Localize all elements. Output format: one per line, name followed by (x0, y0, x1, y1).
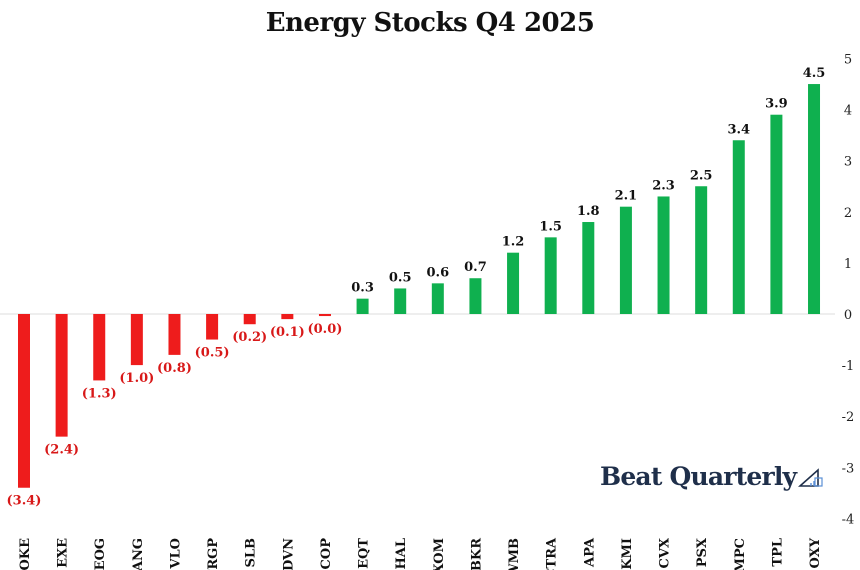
data-label: (3.4) (7, 494, 42, 509)
x-tick-label: BKR (469, 538, 484, 570)
x-tick-label: KMI (620, 538, 635, 570)
x-tick-label: OKE (18, 538, 33, 570)
x-tick-label: OXY (808, 537, 823, 568)
data-label: 0.3 (351, 281, 374, 296)
bar-eqt (356, 298, 369, 314)
bar-oxy (808, 84, 821, 314)
bar-apa (582, 222, 595, 314)
bar-dvn (281, 314, 294, 320)
bar-wmb (507, 252, 520, 314)
y-tick-label: -1 (842, 359, 855, 374)
brand-name: Beat Quarterly (600, 462, 797, 491)
x-tick-label: EXE (56, 538, 71, 568)
y-tick-label: 3 (844, 155, 852, 170)
bar-vlo (168, 314, 181, 355)
x-tick-label: WMB (507, 538, 522, 570)
brand-logo: Beat Quarterly (600, 462, 824, 494)
x-tick-label: EQT (357, 538, 372, 569)
bar-hal (394, 288, 407, 314)
bar-kmi (619, 206, 632, 314)
y-tick-label: 2 (844, 206, 852, 221)
chart-title: Energy Stocks Q4 2025 (265, 8, 595, 38)
data-label: 1.8 (577, 204, 600, 219)
x-tick-label: VLO (168, 538, 183, 570)
x-tick-label: DVN (281, 538, 296, 570)
y-tick-label: -4 (842, 512, 855, 527)
bar-cvx (657, 196, 670, 314)
bar-psx (695, 186, 708, 314)
data-label: 1.5 (539, 219, 562, 234)
bar-ctra (544, 237, 557, 314)
x-tick-label: TRGP (206, 538, 221, 570)
data-label: 2.5 (690, 168, 713, 183)
x-tick-label: MPC (733, 538, 748, 570)
bar-oke (18, 314, 30, 488)
x-tick-label: CTRA (545, 537, 560, 570)
x-tick-label: TPL (770, 538, 785, 567)
bar-slb (243, 314, 256, 325)
bar-trgp (206, 314, 219, 340)
bar-eog (93, 314, 106, 381)
bar-bkr (469, 278, 482, 314)
data-label: (2.4) (44, 443, 79, 458)
x-tick-label: HAL (394, 538, 409, 570)
bar-xom (431, 283, 444, 314)
bar-cop (318, 314, 331, 317)
bar-mpc (732, 140, 745, 314)
data-label: (0.2) (232, 330, 267, 345)
bar-exe (55, 314, 68, 437)
x-tick-label: APA (582, 537, 597, 568)
x-tick-label: COP (319, 538, 334, 570)
y-tick-label: -3 (842, 461, 855, 476)
data-label: (0.5) (195, 346, 230, 361)
bar-tpl (770, 114, 783, 315)
data-label: 0.5 (389, 270, 412, 285)
x-tick-label: EOG (93, 538, 108, 570)
x-tick-label: CVX (658, 537, 673, 568)
data-label: 2.1 (615, 189, 638, 204)
data-label: 3.9 (765, 97, 788, 112)
data-label: (0.0) (307, 322, 342, 337)
x-tick-label: PSX (695, 537, 710, 567)
data-label: (1.0) (119, 371, 154, 386)
y-tick-label: 4 (844, 104, 852, 119)
data-label: 1.2 (502, 235, 525, 250)
data-label: 0.6 (427, 265, 450, 280)
pencil-ruler-icon (798, 465, 824, 494)
x-tick-label: SLB (244, 538, 259, 568)
data-label: (1.3) (82, 386, 117, 401)
y-tick-label: 1 (844, 257, 852, 272)
y-tick-label: 0 (844, 308, 852, 323)
y-tick-label: -2 (842, 410, 855, 425)
data-label: (0.1) (270, 325, 305, 340)
data-label: 3.4 (727, 122, 750, 137)
x-tick-label: FANG (131, 538, 146, 570)
x-tick-label: XOM (432, 538, 447, 570)
data-label: 0.7 (464, 260, 487, 275)
bar-fang (130, 314, 143, 366)
data-label: 4.5 (803, 66, 826, 81)
y-tick-label: 5 (844, 53, 852, 68)
data-label: 2.3 (652, 178, 675, 193)
data-label: (0.8) (157, 361, 192, 376)
